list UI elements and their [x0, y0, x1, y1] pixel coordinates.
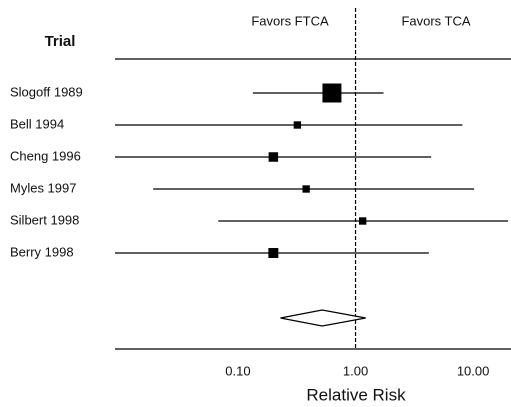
x-tick-label: 0.10 — [225, 363, 250, 378]
effect-box — [293, 121, 302, 129]
column-title: Trial — [45, 33, 76, 50]
x-axis-label: Relative Risk — [306, 385, 406, 404]
favors-left: Favors FTCA — [251, 13, 329, 28]
x-tick-label: 10.00 — [457, 363, 490, 378]
x-tick-label: 1.00 — [343, 363, 368, 378]
trial-label: Silbert 1998 — [10, 212, 79, 227]
trial-label: Myles 1997 — [10, 180, 76, 195]
effect-box — [302, 185, 310, 193]
effect-box — [358, 217, 367, 225]
effect-box — [268, 248, 279, 258]
trial-label: Berry 1998 — [10, 244, 74, 259]
effect-box — [322, 83, 342, 103]
trial-label: Cheng 1996 — [10, 148, 81, 163]
pooled-diamond — [280, 309, 366, 327]
trial-label: Bell 1994 — [10, 116, 64, 131]
trial-label: Slogoff 1989 — [10, 84, 83, 99]
favors-right: Favors TCA — [401, 13, 470, 28]
effect-box — [268, 152, 279, 162]
